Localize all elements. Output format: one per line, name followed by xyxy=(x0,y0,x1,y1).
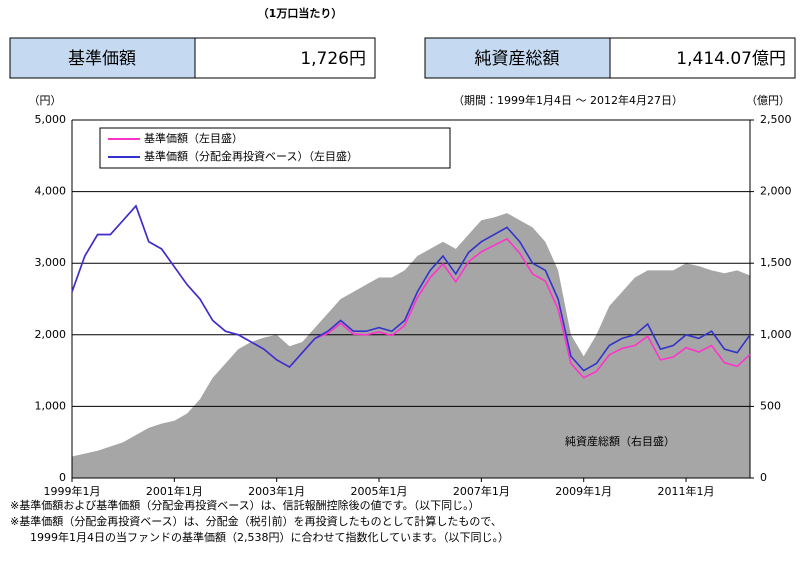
subtitle: （期間：1999年1月4日 ～ 2012年4月27日） xyxy=(453,93,683,107)
legend-label: 基準価額（左目盛） xyxy=(144,131,243,145)
area xyxy=(72,213,750,478)
x-tick-label: 2005年1月 xyxy=(351,484,408,498)
y-axis-label: （円） xyxy=(29,94,62,107)
box-value-text: 1,726円 xyxy=(300,49,366,69)
y2-tick-label: 2,500 xyxy=(760,113,792,126)
box-label-text: 純資産総額 xyxy=(475,49,560,69)
box-value xyxy=(194,37,376,79)
x-tick-label: 1999年1月 xyxy=(44,484,101,498)
y2-tick-label: 1,000 xyxy=(760,328,792,341)
y2-axis-label: （億円） xyxy=(746,94,790,107)
line xyxy=(71,204,751,372)
y2-tick-label: 0 xyxy=(760,471,767,484)
x-tick-label: 2003年1月 xyxy=(248,484,305,498)
x-tick-label: 2011年1月 xyxy=(658,484,715,498)
y-tick-label: 2,000 xyxy=(35,328,67,341)
legend-label: 基準価額（分配金再投資ベース）（左目盛） xyxy=(144,149,358,163)
area-label: 純資産総額（右目盛） xyxy=(565,434,675,448)
unit-note: （1万口当たり） xyxy=(258,6,343,20)
y2-tick-label: 1,500 xyxy=(760,256,792,269)
legend-box xyxy=(99,127,451,169)
footnote: ※基準価額および基準価額（分配金再投資ベース）は、信託報酬控除後の値です。（以下… xyxy=(10,498,480,512)
x-tick-label: 2001年1月 xyxy=(146,484,203,498)
y-tick-label: 5,000 xyxy=(35,113,67,126)
box-value xyxy=(609,37,796,79)
x-tick-label: 2009年1月 xyxy=(555,484,612,498)
box-value-text: 1,414.07億円 xyxy=(676,49,786,69)
y-tick-label: 0 xyxy=(59,471,66,484)
x-tick-label: 2007年1月 xyxy=(453,484,510,498)
box-label xyxy=(424,37,611,79)
y-tick-label: 3,000 xyxy=(35,256,67,269)
footnote: 1999年1月4日の当ファンドの基準価額（2,538円）に合わせて指数化していま… xyxy=(30,530,509,544)
footnote: ※基準価額（分配金再投資ベース）は、分配金（税引前）を再投資したものとして計算し… xyxy=(10,514,502,528)
y-tick-label: 1,000 xyxy=(35,399,67,412)
y2-tick-label: 500 xyxy=(760,399,781,412)
box-label xyxy=(9,37,196,79)
y2-tick-label: 2,000 xyxy=(760,185,792,198)
y-tick-label: 4,000 xyxy=(35,185,67,198)
box-label-text: 基準価額 xyxy=(68,49,136,69)
